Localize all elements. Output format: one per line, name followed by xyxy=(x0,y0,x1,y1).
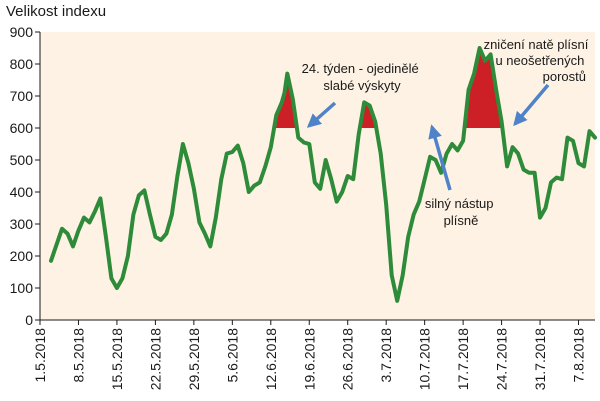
y-axis: 0 100 200 300 400 500 600 700 800 900 xyxy=(10,24,40,328)
arrow-zniceni-nate xyxy=(513,83,550,127)
y-tick-label: 800 xyxy=(10,56,34,72)
x-tick-label: 17.7.2018 xyxy=(455,328,471,390)
x-tick-label: 5.6.2018 xyxy=(224,328,240,383)
x-tick-label: 1.5.2018 xyxy=(32,328,48,383)
x-tick-label: 31.7.2018 xyxy=(532,328,548,390)
y-tick-label: 900 xyxy=(10,24,34,40)
above-threshold-fill xyxy=(464,48,503,128)
y-tick-label: 700 xyxy=(10,88,34,104)
x-tick-label: 10.7.2018 xyxy=(417,328,433,390)
x-tick-label: 12.6.2018 xyxy=(263,328,279,390)
y-tick-label: 500 xyxy=(10,152,34,168)
annotation-silny-nastup: silný nástup plísně xyxy=(425,196,497,228)
y-tick-label: 100 xyxy=(10,280,34,296)
above-threshold-fill xyxy=(274,73,297,128)
plot-area xyxy=(40,32,595,320)
y-axis-title: Velikost indexu xyxy=(6,3,106,20)
annotation-24-tyden: 24. týden - ojedinělé slabé výskyty xyxy=(302,61,423,93)
y-tick-label: 0 xyxy=(25,312,33,328)
y-tick-label: 200 xyxy=(10,248,34,264)
arrow-silny-nastup xyxy=(428,124,452,191)
x-tick-label: 29.5.2018 xyxy=(186,328,202,390)
y-tick-label: 300 xyxy=(10,216,34,232)
y-tick-label: 600 xyxy=(10,120,34,136)
x-axis: 1.5.2018 8.5.2018 15.5.2018 22.5.2018 29.5.2… xyxy=(32,320,587,390)
x-tick-label: 7.8.2018 xyxy=(571,328,587,383)
arrow-24-tyden xyxy=(306,101,337,128)
x-tick-label: 15.5.2018 xyxy=(109,328,125,390)
x-tick-label: 26.6.2018 xyxy=(340,328,356,390)
x-tick-label: 3.7.2018 xyxy=(378,328,394,383)
x-tick-label: 19.6.2018 xyxy=(301,328,317,390)
y-tick-label: 400 xyxy=(10,184,34,200)
annotation-zniceni-nate: zničení natě plísní u neošetřených poros… xyxy=(484,37,592,84)
x-tick-label: 8.5.2018 xyxy=(70,328,86,383)
series-line xyxy=(49,46,597,303)
x-tick-label: 22.5.2018 xyxy=(147,328,163,390)
x-tick-label: 24.7.2018 xyxy=(494,328,510,390)
